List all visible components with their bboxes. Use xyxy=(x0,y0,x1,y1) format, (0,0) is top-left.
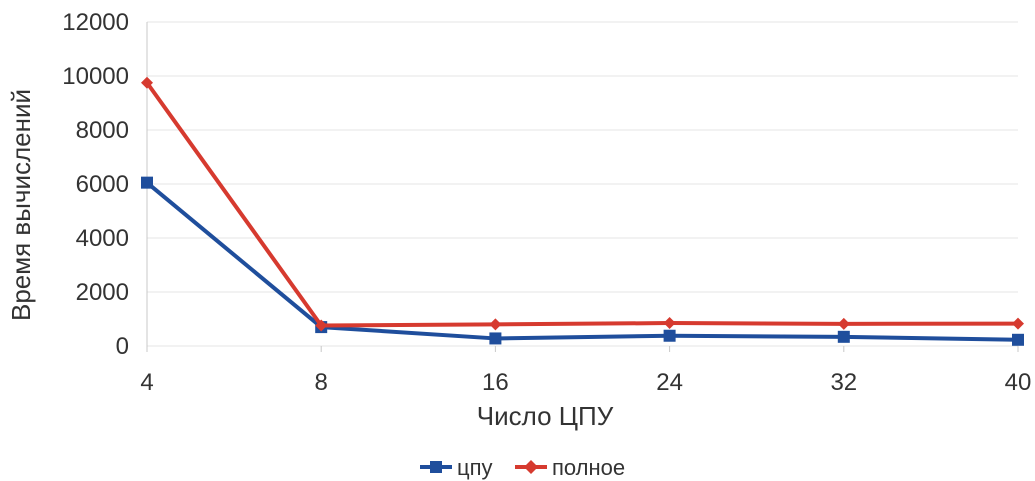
series-layer xyxy=(141,76,1024,346)
series-0-point-2 xyxy=(489,332,502,345)
series-line-0 xyxy=(145,181,1019,342)
y-tick-label-4: 8000 xyxy=(76,117,129,144)
series-1-point-4 xyxy=(837,317,850,330)
y-tick-label-6: 12000 xyxy=(62,9,129,36)
x-axis-label: Число ЦПУ xyxy=(477,401,614,431)
y-tick-labels: 0 2000 4000 6000 8000 10000 12000 xyxy=(62,9,129,360)
series-1-point-0 xyxy=(141,76,153,89)
legend-label-series-0: цпу xyxy=(457,455,493,480)
gridlines xyxy=(146,21,1019,352)
x-tick-label-4: 32 xyxy=(830,369,857,396)
legend: цпу полное xyxy=(420,455,625,480)
y-tick-label-0: 0 xyxy=(116,333,129,360)
y-tick-label-5: 10000 xyxy=(62,63,129,90)
y-tick-label-1: 2000 xyxy=(76,279,129,306)
series-0-point-5 xyxy=(1012,333,1024,346)
y-tick-label-3: 6000 xyxy=(76,171,129,198)
legend-swatch-marker-series-0 xyxy=(430,461,442,473)
series-0-point-4 xyxy=(837,330,850,343)
y-tick-label-2: 4000 xyxy=(76,225,129,252)
series-1-point-3 xyxy=(663,317,676,330)
x-tick-label-5: 40 xyxy=(1005,369,1032,396)
y-axis-label: Время вычислений xyxy=(6,89,36,321)
legend-item-series-0: цпу xyxy=(420,455,493,480)
series-1-point-2 xyxy=(489,318,502,331)
series-0-point-3 xyxy=(663,329,676,342)
legend-label-series-1: полное xyxy=(552,455,625,480)
x-tick-label-2: 16 xyxy=(482,369,509,396)
x-tick-label-0: 4 xyxy=(140,369,153,396)
series-0-point-0 xyxy=(141,176,153,189)
legend-swatch-marker-series-1 xyxy=(524,460,538,474)
x-tick-labels: 4 8 16 24 32 40 xyxy=(140,369,1031,396)
series-line-1 xyxy=(145,81,1019,328)
legend-item-series-1: полное xyxy=(515,455,625,480)
series-1-point-5 xyxy=(1012,317,1024,330)
x-tick-label-3: 24 xyxy=(656,369,683,396)
x-tick-label-1: 8 xyxy=(315,369,328,396)
series-1-point-1 xyxy=(315,319,328,332)
